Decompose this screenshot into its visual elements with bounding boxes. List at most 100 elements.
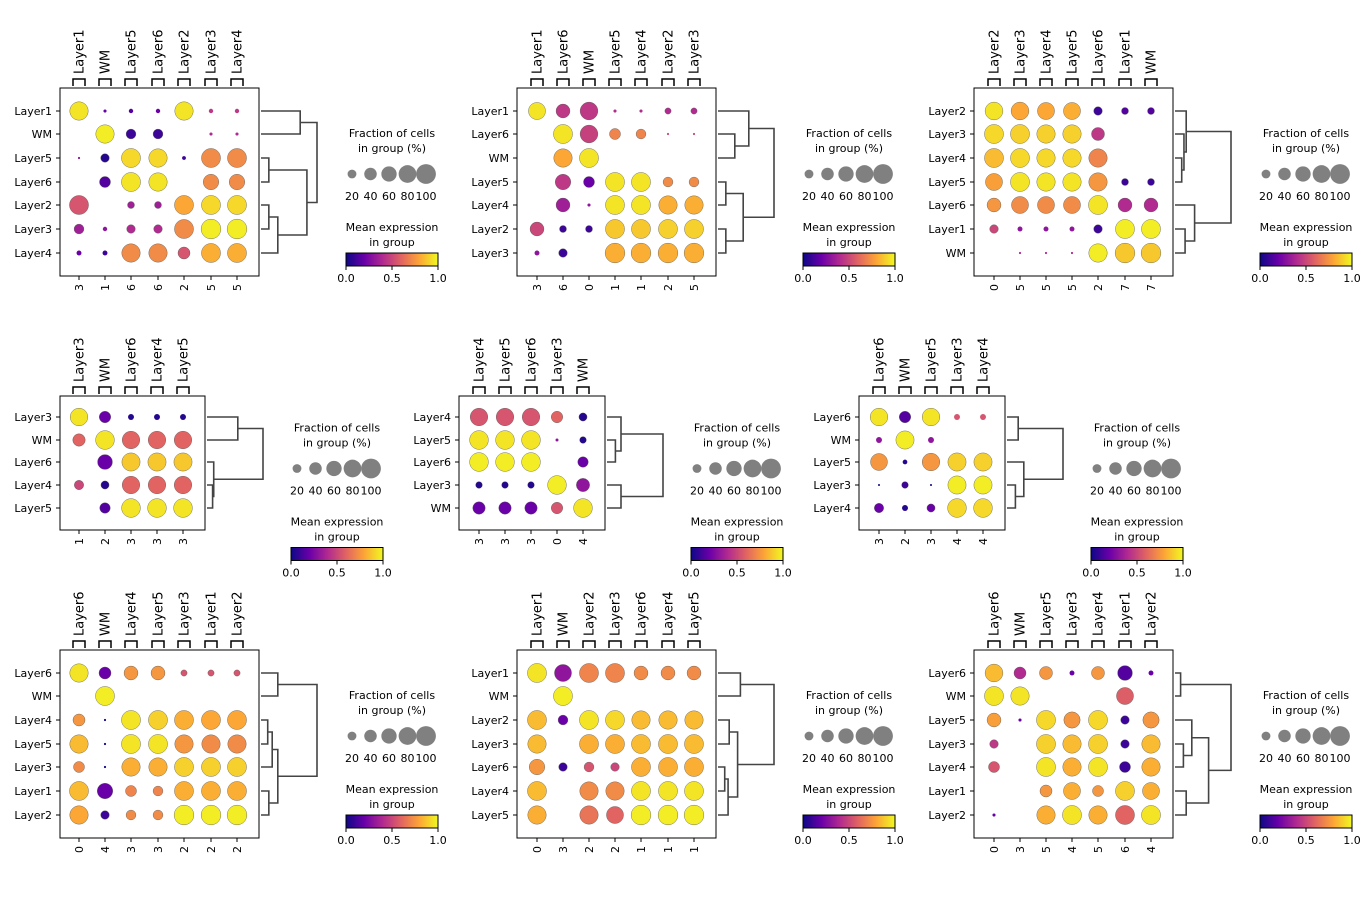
dot	[201, 195, 221, 215]
dot	[103, 109, 107, 113]
dot	[1013, 666, 1027, 680]
size-legend-label: 100	[761, 485, 782, 498]
dot	[496, 408, 514, 426]
gene-group-bracket	[472, 386, 486, 394]
dot	[870, 453, 888, 471]
dot	[633, 665, 649, 681]
gene-group-label: WM	[1014, 612, 1029, 636]
y-tick-label: WM	[946, 247, 966, 260]
size-legend-dot	[398, 165, 417, 183]
dot	[605, 219, 625, 239]
dendrogram-branch	[725, 192, 744, 242]
colorbar	[345, 252, 439, 267]
colorbar-tick-label: 0.5	[1297, 834, 1315, 847]
size-legend-label: 40	[364, 752, 378, 765]
dot	[660, 665, 676, 681]
size-legend-title: Fraction of cells	[694, 422, 780, 435]
dot	[984, 101, 1004, 121]
dot	[984, 663, 1004, 683]
x-tick-label: 6	[152, 284, 165, 291]
size-legend-dot	[838, 728, 854, 744]
dot	[69, 101, 89, 121]
dot	[980, 414, 986, 420]
x-tick-label: 6	[125, 284, 138, 291]
dot	[501, 481, 509, 489]
dot	[1093, 224, 1103, 234]
dot	[684, 757, 704, 777]
dot	[495, 452, 515, 472]
dot	[69, 805, 89, 825]
size-legend-dot	[364, 729, 377, 743]
dot	[684, 219, 704, 239]
size-legend-label: 80	[401, 752, 415, 765]
dot	[1141, 805, 1161, 825]
dot	[1037, 102, 1055, 120]
x-tick-label: 5	[688, 284, 701, 291]
colorbar-tick-label: 1.0	[429, 834, 447, 847]
gene-group-label: Layer5	[1040, 591, 1055, 636]
dot	[555, 103, 571, 119]
gene-group-bracket	[582, 78, 596, 86]
dot	[1017, 226, 1023, 232]
colorbar-tick-label: 0.5	[1297, 272, 1315, 285]
y-tick-label: Layer1	[928, 785, 966, 798]
dot	[1141, 734, 1161, 754]
colorbar-tick-label: 0.0	[337, 834, 355, 847]
gene-group-bracket	[634, 640, 648, 648]
size-legend-dot	[1161, 458, 1181, 479]
dot	[72, 713, 86, 727]
dot	[103, 742, 107, 746]
size-legend-label: 100	[1330, 190, 1351, 203]
gene-group-label: Layer2	[988, 29, 1003, 74]
dot	[121, 452, 141, 472]
colorbar-tick-label: 0.5	[1128, 567, 1146, 580]
colorbar-tick-label: 1.0	[1343, 272, 1361, 285]
y-tick-label: Layer5	[14, 152, 52, 165]
y-tick-label: Layer3	[14, 761, 52, 774]
dot	[122, 431, 140, 449]
dot	[1036, 172, 1056, 192]
dendrogram-branch	[213, 427, 264, 481]
dot	[495, 430, 515, 450]
x-tick-label: 3	[73, 284, 86, 291]
dot	[102, 250, 108, 256]
dot	[874, 503, 884, 513]
gene-group-bracket	[204, 640, 218, 648]
dot	[1010, 101, 1030, 121]
size-legend-title: Fraction of cells	[294, 422, 380, 435]
color-legend-title: in group	[1283, 236, 1328, 249]
dendrogram-branch	[1175, 743, 1185, 768]
gene-group-bracket	[1091, 640, 1105, 648]
gene-group-label: Layer3	[688, 29, 703, 74]
dendrogram-branch	[607, 484, 622, 509]
dot	[1121, 107, 1129, 115]
dendrogram-branch	[718, 778, 729, 816]
dot	[658, 195, 678, 215]
size-legend-title: Fraction of cells	[349, 127, 435, 140]
gene-group-bracket	[498, 386, 512, 394]
dot	[469, 452, 489, 472]
dendrogram-branch	[743, 127, 775, 219]
dot	[1142, 782, 1160, 800]
dot	[174, 219, 194, 239]
y-tick-label: Layer3	[471, 738, 509, 751]
gene-group-label: Layer1	[73, 29, 88, 74]
color-legend-title: Mean expression	[1260, 221, 1353, 234]
size-legend-label: 60	[382, 752, 396, 765]
dot	[1070, 251, 1074, 255]
dotplot-panel-2: Layer1 Layer6 WM Layer5 Layer4 Layer2 Layer3 La…	[471, 29, 903, 291]
dot	[475, 481, 483, 489]
size-legend-dot	[309, 462, 322, 475]
dot	[973, 498, 993, 518]
dot	[926, 503, 936, 513]
dendrogram-branch	[1186, 130, 1232, 224]
dot	[177, 246, 191, 260]
size-legend-dot	[692, 464, 702, 473]
x-tick-label: 1	[662, 846, 675, 853]
dot	[1011, 196, 1029, 214]
dot	[527, 481, 535, 489]
gene-group-label: WM	[99, 358, 114, 382]
dot	[126, 224, 136, 234]
y-tick-label: Layer3	[928, 738, 966, 751]
dot	[579, 710, 599, 730]
